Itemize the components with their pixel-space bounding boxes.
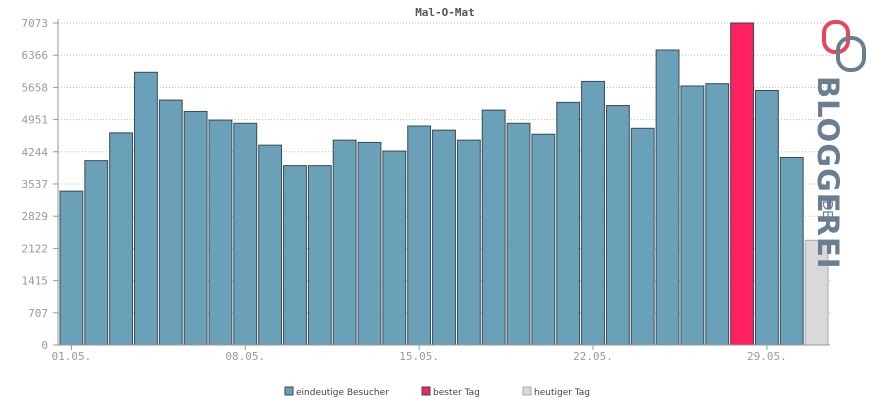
bar [258,144,283,346]
y-tick-label: 1415 [22,275,49,288]
y-tick-label: 7073 [22,17,49,30]
bar [531,133,556,346]
x-tick-label: 01.05. [52,350,92,363]
bar [680,85,705,346]
y-tick-label: 5658 [22,81,49,94]
bar [779,156,804,346]
bloggerei-logo: BLOGGEREI .DE [811,20,866,270]
bar [481,109,506,346]
logo-suffix: .DE [819,196,834,218]
bar [208,119,233,346]
y-tick-label: 0 [41,339,48,352]
bar [134,71,158,346]
y-tick-label: 4244 [22,146,49,159]
y-tick-label: 4951 [22,114,49,127]
y-tick-label: 3537 [22,178,49,191]
chart-title: Mal-O-Mat [415,6,475,19]
bar [655,49,680,346]
axes [57,19,830,346]
bar [754,90,779,346]
bar [332,139,357,346]
bar [630,127,655,346]
y-tick-label: 2829 [22,210,49,223]
bar [183,110,208,346]
bar [158,99,183,346]
legend-swatch [421,386,431,396]
legend-swatch [522,386,532,396]
bar-best-day [730,22,754,346]
bars [59,22,829,346]
y-tick-label: 6366 [22,49,49,62]
bar [109,132,134,346]
x-tick-label: 15.05. [399,350,439,363]
bar [59,190,84,346]
bar [705,83,730,346]
y-tick-label: 2122 [22,242,49,255]
bar [84,160,109,346]
bar [283,165,307,346]
y-axis-ticks: 0 707 1415 2122 2829 3537 4244 4951 5658 6366 7073 [22,17,58,352]
x-axis-ticks: 01.05. 08.05. 15.05. 22.05. 29.05. [52,345,787,363]
bar [407,125,432,346]
bar [307,165,332,346]
bar [581,80,605,346]
x-tick-label: 22.05. [573,350,613,363]
logo-text: BLOGGEREI [811,76,845,270]
legend-swatch [284,386,294,396]
bar [456,139,481,346]
bar [432,129,456,346]
x-tick-label: 08.05. [225,350,265,363]
legend-label: eindeutige Besucher [296,388,389,398]
bar [506,122,531,346]
bar [605,105,630,346]
bar [382,150,407,346]
legend: eindeutige Besucher bester Tag heutiger Ta… [284,386,590,398]
bar [357,141,382,346]
x-tick-label: 29.05. [747,350,787,363]
legend-label: heutiger Tag [534,388,590,398]
legend-label: bester Tag [433,388,480,398]
y-tick-label: 707 [28,307,48,320]
logo-mark-icon [822,20,866,72]
bar [233,122,258,346]
bar [556,101,581,346]
